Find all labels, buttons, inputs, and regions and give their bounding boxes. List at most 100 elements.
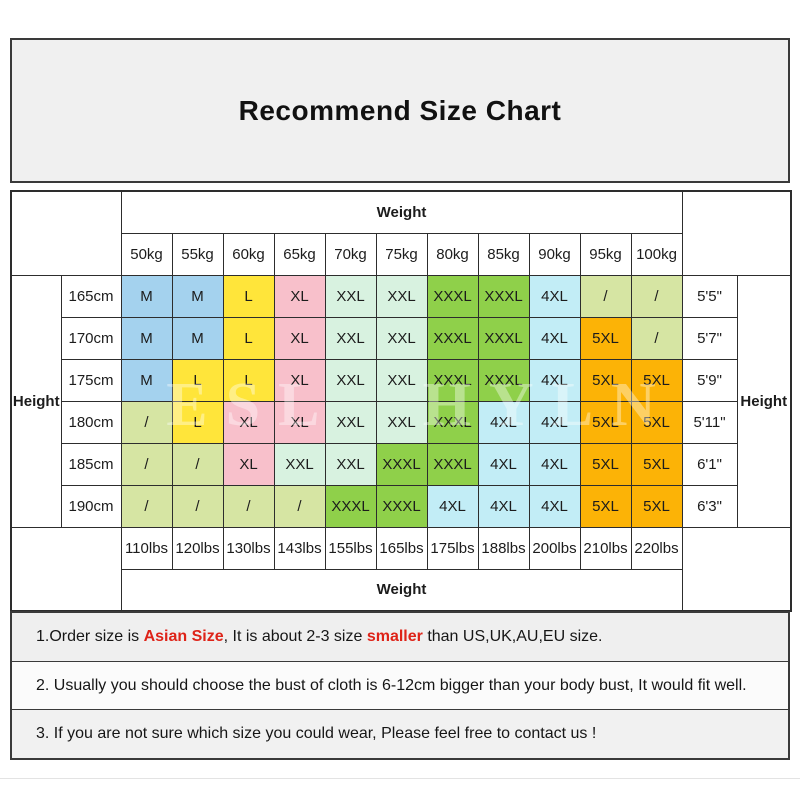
note-highlight-text: smaller [366, 627, 423, 645]
size-cell: 5XL [630, 442, 683, 486]
cm-label: 190cm [60, 484, 122, 528]
note-text: 3. If you are not sure which size you co… [36, 725, 597, 743]
size-cell: XXXL [477, 316, 530, 360]
no-size-cell: / [630, 274, 683, 318]
size-cell: M [120, 316, 173, 360]
height-label-right: Height [736, 274, 792, 528]
notes-box: 1.Order size is Asian Size, It is about … [10, 611, 790, 760]
no-size-cell: / [120, 400, 173, 444]
no-size-cell: / [120, 442, 173, 486]
kg-label: 70kg [324, 232, 377, 276]
kg-label: 50kg [120, 232, 173, 276]
weight-header-top: Weight [120, 190, 683, 234]
size-cell: M [120, 274, 173, 318]
lbs-label: 120lbs [171, 526, 224, 570]
corner-top-left [10, 190, 122, 276]
size-cell: 4XL [477, 442, 530, 486]
size-cell: XXXL [426, 400, 479, 444]
size-cell: 5XL [579, 442, 632, 486]
size-cell: 5XL [579, 484, 632, 528]
note-row-2: 2. Usually you should choose the bust of… [12, 660, 788, 710]
size-cell: XL [273, 358, 326, 402]
no-size-cell: / [171, 484, 224, 528]
cm-label: 175cm [60, 358, 122, 402]
imperial-height-label: 5'9" [681, 358, 738, 402]
imperial-height-label: 5'7" [681, 316, 738, 360]
lbs-label: 220lbs [630, 526, 683, 570]
size-cell: XXL [375, 274, 428, 318]
height-label-left: Height [10, 274, 62, 528]
title-box: Recommend Size Chart [10, 38, 790, 183]
size-cell: 5XL [630, 484, 683, 528]
size-cell: XXXL [375, 442, 428, 486]
note-text: , It is about 2-3 size [223, 627, 367, 645]
kg-label: 55kg [171, 232, 224, 276]
size-cell: XXL [324, 442, 377, 486]
size-cell: XXXL [426, 358, 479, 402]
size-cell: 4XL [477, 400, 530, 444]
corner-bottom-left [10, 526, 122, 612]
size-cell: L [171, 400, 224, 444]
size-cell: 5XL [630, 400, 683, 444]
size-cell: 4XL [528, 274, 581, 318]
cm-label: 170cm [60, 316, 122, 360]
kg-label: 95kg [579, 232, 632, 276]
lbs-label: 200lbs [528, 526, 581, 570]
size-cell: XXL [375, 358, 428, 402]
size-cell: M [171, 316, 224, 360]
kg-label: 85kg [477, 232, 530, 276]
size-cell: L [222, 274, 275, 318]
size-cell: 4XL [528, 484, 581, 528]
size-cell: 4XL [528, 316, 581, 360]
size-cell: 5XL [579, 316, 632, 360]
note-text: than US,UK,AU,EU size. [422, 627, 603, 645]
size-cell: XXL [324, 400, 377, 444]
imperial-height-label: 6'3" [681, 484, 738, 528]
imperial-height-label: 5'11" [681, 400, 738, 444]
size-cell: L [222, 358, 275, 402]
note-row-1: 1.Order size is Asian Size, It is about … [12, 613, 788, 661]
no-size-cell: / [171, 442, 224, 486]
kg-label: 80kg [426, 232, 479, 276]
lbs-label: 110lbs [120, 526, 173, 570]
kg-label: 90kg [528, 232, 581, 276]
size-cell: 4XL [528, 442, 581, 486]
size-cell: M [171, 274, 224, 318]
note-text: 1.Order size is [36, 627, 144, 645]
size-cell: 5XL [579, 358, 632, 402]
corner-top-right [681, 190, 792, 276]
kg-label: 65kg [273, 232, 326, 276]
size-cell: 4XL [477, 484, 530, 528]
size-cell: XL [273, 400, 326, 444]
size-cell: 4XL [528, 400, 581, 444]
imperial-height-label: 5'5" [681, 274, 738, 318]
weight-header-bottom: Weight [120, 568, 683, 612]
lbs-label: 175lbs [426, 526, 479, 570]
lbs-label: 130lbs [222, 526, 275, 570]
size-cell: XXXL [477, 358, 530, 402]
size-cell: 4XL [528, 358, 581, 402]
size-cell: XXL [273, 442, 326, 486]
size-cell: XXXL [477, 274, 530, 318]
imperial-height-label: 6'1" [681, 442, 738, 486]
page-title: Recommend Size Chart [238, 94, 562, 126]
kg-label: 100kg [630, 232, 683, 276]
cm-label: 185cm [60, 442, 122, 486]
size-cell: L [222, 316, 275, 360]
size-cell: XL [222, 442, 275, 486]
lbs-label: 188lbs [477, 526, 530, 570]
size-cell: XXXL [324, 484, 377, 528]
size-cell: XXL [375, 316, 428, 360]
kg-label: 75kg [375, 232, 428, 276]
size-cell: L [171, 358, 224, 402]
size-cell: XXXL [375, 484, 428, 528]
lbs-label: 143lbs [273, 526, 326, 570]
size-cell: XXL [324, 316, 377, 360]
lbs-label: 155lbs [324, 526, 377, 570]
size-table: Weight 50kg 55kg 60kg 65kg 70kg 75kg 80kg 85kg 90… [10, 190, 792, 612]
size-cell: XXXL [426, 316, 479, 360]
size-cell: XXXL [426, 442, 479, 486]
size-cell: XL [273, 274, 326, 318]
size-cell: XXL [375, 400, 428, 444]
corner-bottom-right [681, 526, 792, 612]
